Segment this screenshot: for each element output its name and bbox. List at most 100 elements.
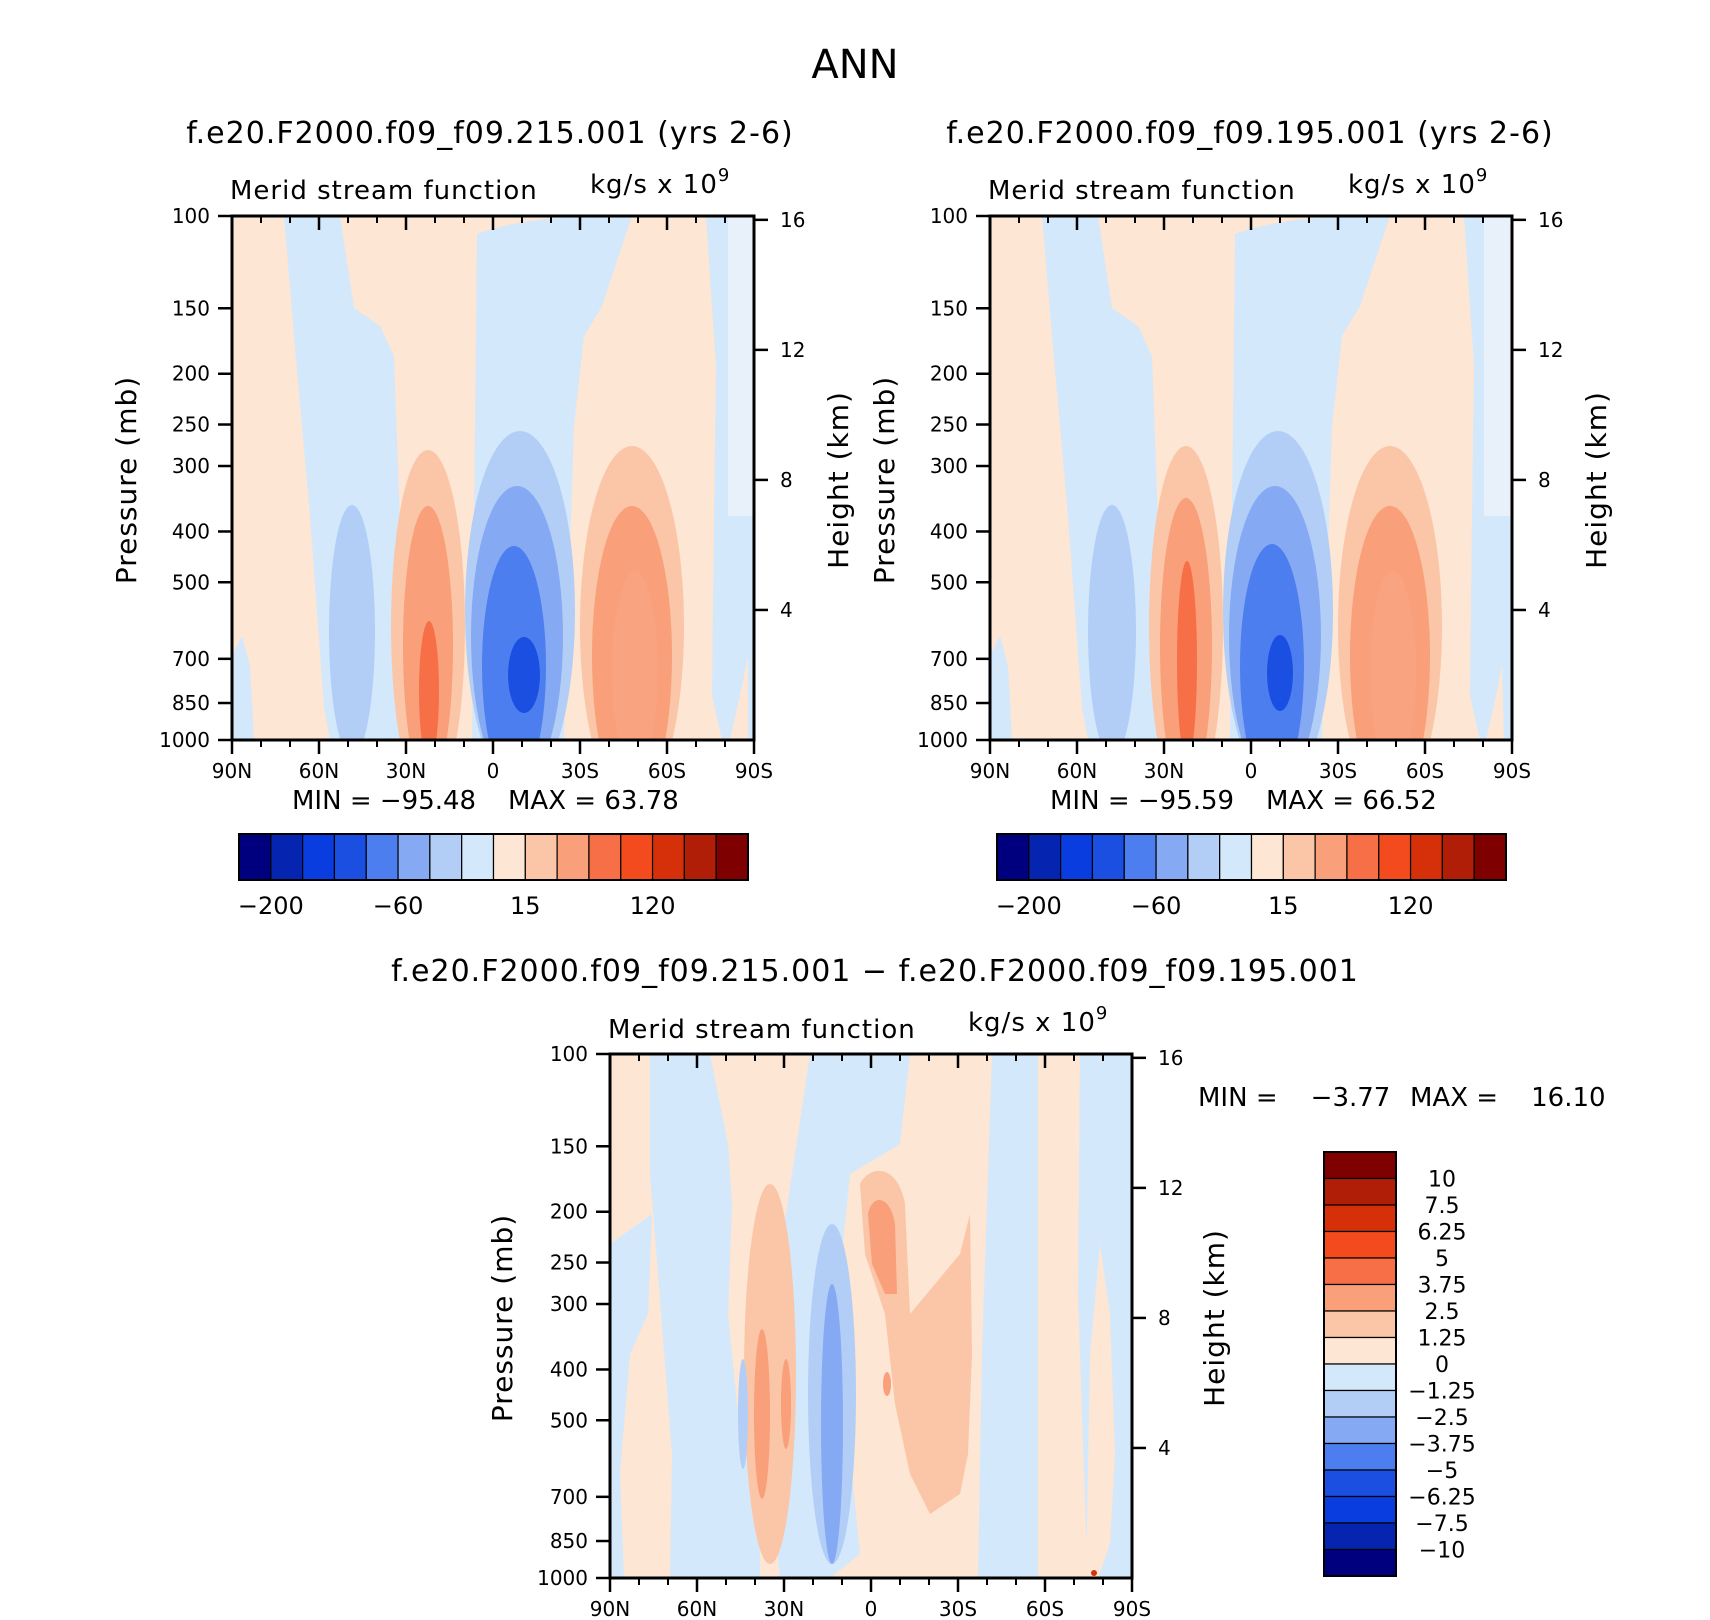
panel-3-contour-neg-eq-core-2 (821, 1284, 843, 1564)
colorbar-frame (1323, 1151, 1397, 1577)
colorbar-swatch (1473, 833, 1507, 881)
panel-3-contour-pos-eq-3 (883, 1372, 891, 1396)
colorbar-swatch (1060, 833, 1094, 881)
panel-2-colorbar: −200 −60 15 120 (996, 833, 1507, 920)
y2-tick-label: 12 (780, 338, 805, 362)
y2-tick-label: 4 (1538, 598, 1551, 622)
colorbar-swatch (1323, 1283, 1397, 1312)
colorbar-swatch (1323, 1416, 1397, 1445)
colorbar-label: 15 (510, 892, 541, 920)
figure-title: ANN (811, 42, 898, 88)
y-tick-label: 250 (930, 413, 968, 437)
colorbar-label: −7.5 (1415, 1512, 1468, 1537)
colorbar-swatch (492, 833, 526, 881)
colorbar-swatch (238, 833, 272, 881)
panel-2-contour-neg-eq-4 (1267, 635, 1293, 711)
colorbar-swatch (1323, 1177, 1397, 1206)
x-tick-label: 30S (561, 759, 599, 783)
colorbar-swatch (1314, 833, 1348, 881)
colorbar-swatch (1323, 1389, 1397, 1418)
colorbar-label: 2.5 (1425, 1300, 1460, 1325)
panel-1: f.e20.F2000.f09_f09.215.001 (yrs 2-6) Me… (110, 116, 855, 920)
y-tick-label: 400 (550, 1357, 588, 1381)
y-tick-label: 200 (930, 362, 968, 386)
panel-1-min-label: MIN = −95.48 (292, 786, 476, 816)
panel-3-contour-pos-eq-2 (868, 1200, 897, 1294)
x-tick-label: 90N (212, 759, 252, 783)
x-tick-label: 90N (970, 759, 1010, 783)
y-tick-label: 150 (550, 1134, 588, 1158)
panel-2-ylabel: Pressure (mb) (868, 376, 901, 584)
y-tick-label: 400 (172, 519, 210, 543)
panel-1-y2label: Height (km) (822, 391, 855, 569)
colorbar-label: −6.25 (1408, 1486, 1475, 1511)
panel-3-subtitle-left: Merid stream function (608, 1015, 916, 1045)
panel-1-contour-neg-nh-core (329, 505, 375, 740)
x-tick-label: 30N (764, 1597, 804, 1620)
y-tick-label: 100 (172, 204, 210, 228)
panel-2-contour-pos-strip (1486, 666, 1504, 740)
colorbar-swatch (461, 833, 495, 881)
colorbar-label: −2.5 (1415, 1406, 1468, 1431)
colorbar-swatch (651, 833, 685, 881)
colorbar-label: 1.25 (1418, 1327, 1467, 1352)
panel-1-units: kg/s x 109 (590, 165, 730, 200)
panel-3: f.e20.F2000.f09_f09.215.001 − f.e20.F200… (391, 954, 1605, 1620)
colorbar-swatch (333, 833, 367, 881)
y-tick-label: 700 (550, 1485, 588, 1509)
colorbar-swatch (1323, 1257, 1397, 1286)
colorbar-label: 0 (1435, 1353, 1449, 1378)
colorbar-label: −10 (1419, 1539, 1465, 1564)
colorbar-swatch (1441, 833, 1475, 881)
y-tick-label: 200 (550, 1200, 588, 1224)
colorbar-swatch (397, 833, 431, 881)
panel-2-units: kg/s x 109 (1348, 165, 1488, 200)
y-tick-label: 700 (930, 647, 968, 671)
colorbar-swatch (1123, 833, 1157, 881)
panel-3-axes: 100 150 200 250 300 400 500 700 850 1000 16 12 8 4 90N… (537, 1042, 1183, 1620)
colorbar-swatch (996, 833, 1030, 881)
y2-tick-label: 8 (780, 468, 793, 492)
panel-2-title: f.e20.F2000.f09_f09.195.001 (yrs 2-6) (946, 116, 1553, 151)
colorbar-swatch (1187, 833, 1221, 881)
colorbar-label: −1.25 (1408, 1380, 1475, 1405)
panel-1-contour-pos-strip (730, 656, 748, 740)
panel-2-axes: 100 150 200 250 300 400 500 700 850 1000 16 12 8 4 90N… (917, 204, 1563, 783)
y-tick-label: 250 (550, 1251, 588, 1275)
panel-3-min-label: MIN = −3.77 (1198, 1083, 1390, 1113)
panel-1-subtitle-left: Merid stream function (230, 176, 538, 206)
y-tick-label: 500 (930, 570, 968, 594)
x-tick-label: 60N (677, 1597, 717, 1620)
y-tick-label: 400 (930, 519, 968, 543)
panel-1-contour-neg-pole-strip (728, 216, 754, 516)
y2-tick-label: 12 (1158, 1176, 1183, 1200)
y-tick-label: 700 (172, 647, 210, 671)
y-tick-label: 1000 (537, 1566, 588, 1590)
colorbar-swatch (683, 833, 717, 881)
x-tick-label: 60S (1406, 759, 1444, 783)
colorbar-label: −200 (996, 892, 1062, 920)
colorbar-swatch (1323, 1495, 1397, 1524)
colorbar-label: −60 (373, 892, 424, 920)
colorbar-label: −200 (238, 892, 304, 920)
colorbar-swatch (1323, 1230, 1397, 1259)
colorbar-label: −60 (1131, 892, 1182, 920)
colorbar-swatch (1323, 1363, 1397, 1392)
colorbar-swatch (302, 833, 336, 881)
panel-1-contour-pos-nh-3 (419, 621, 439, 740)
panel-3-contour-pos-pole (1086, 1244, 1115, 1578)
panel-2-contour-neg-nh-core (1088, 505, 1136, 740)
panel-1-title: f.e20.F2000.f09_f09.215.001 (yrs 2-6) (186, 116, 793, 151)
y-tick-label: 1000 (917, 728, 968, 752)
y-tick-label: 150 (172, 296, 210, 320)
panel-1-contour-pos-sh-3 (612, 571, 658, 740)
colorbar-label: 15 (1268, 892, 1299, 920)
colorbar-label: −3.75 (1408, 1433, 1475, 1458)
colorbar-swatch (1323, 1469, 1397, 1498)
y-tick-label: 500 (172, 570, 210, 594)
colorbar-swatch (588, 833, 622, 881)
panel-2-max-label: MAX = 66.52 (1266, 786, 1437, 816)
panel-2-min-label: MIN = −95.59 (1050, 786, 1234, 816)
colorbar-swatch (1323, 1522, 1397, 1551)
colorbar-swatch (1028, 833, 1062, 881)
